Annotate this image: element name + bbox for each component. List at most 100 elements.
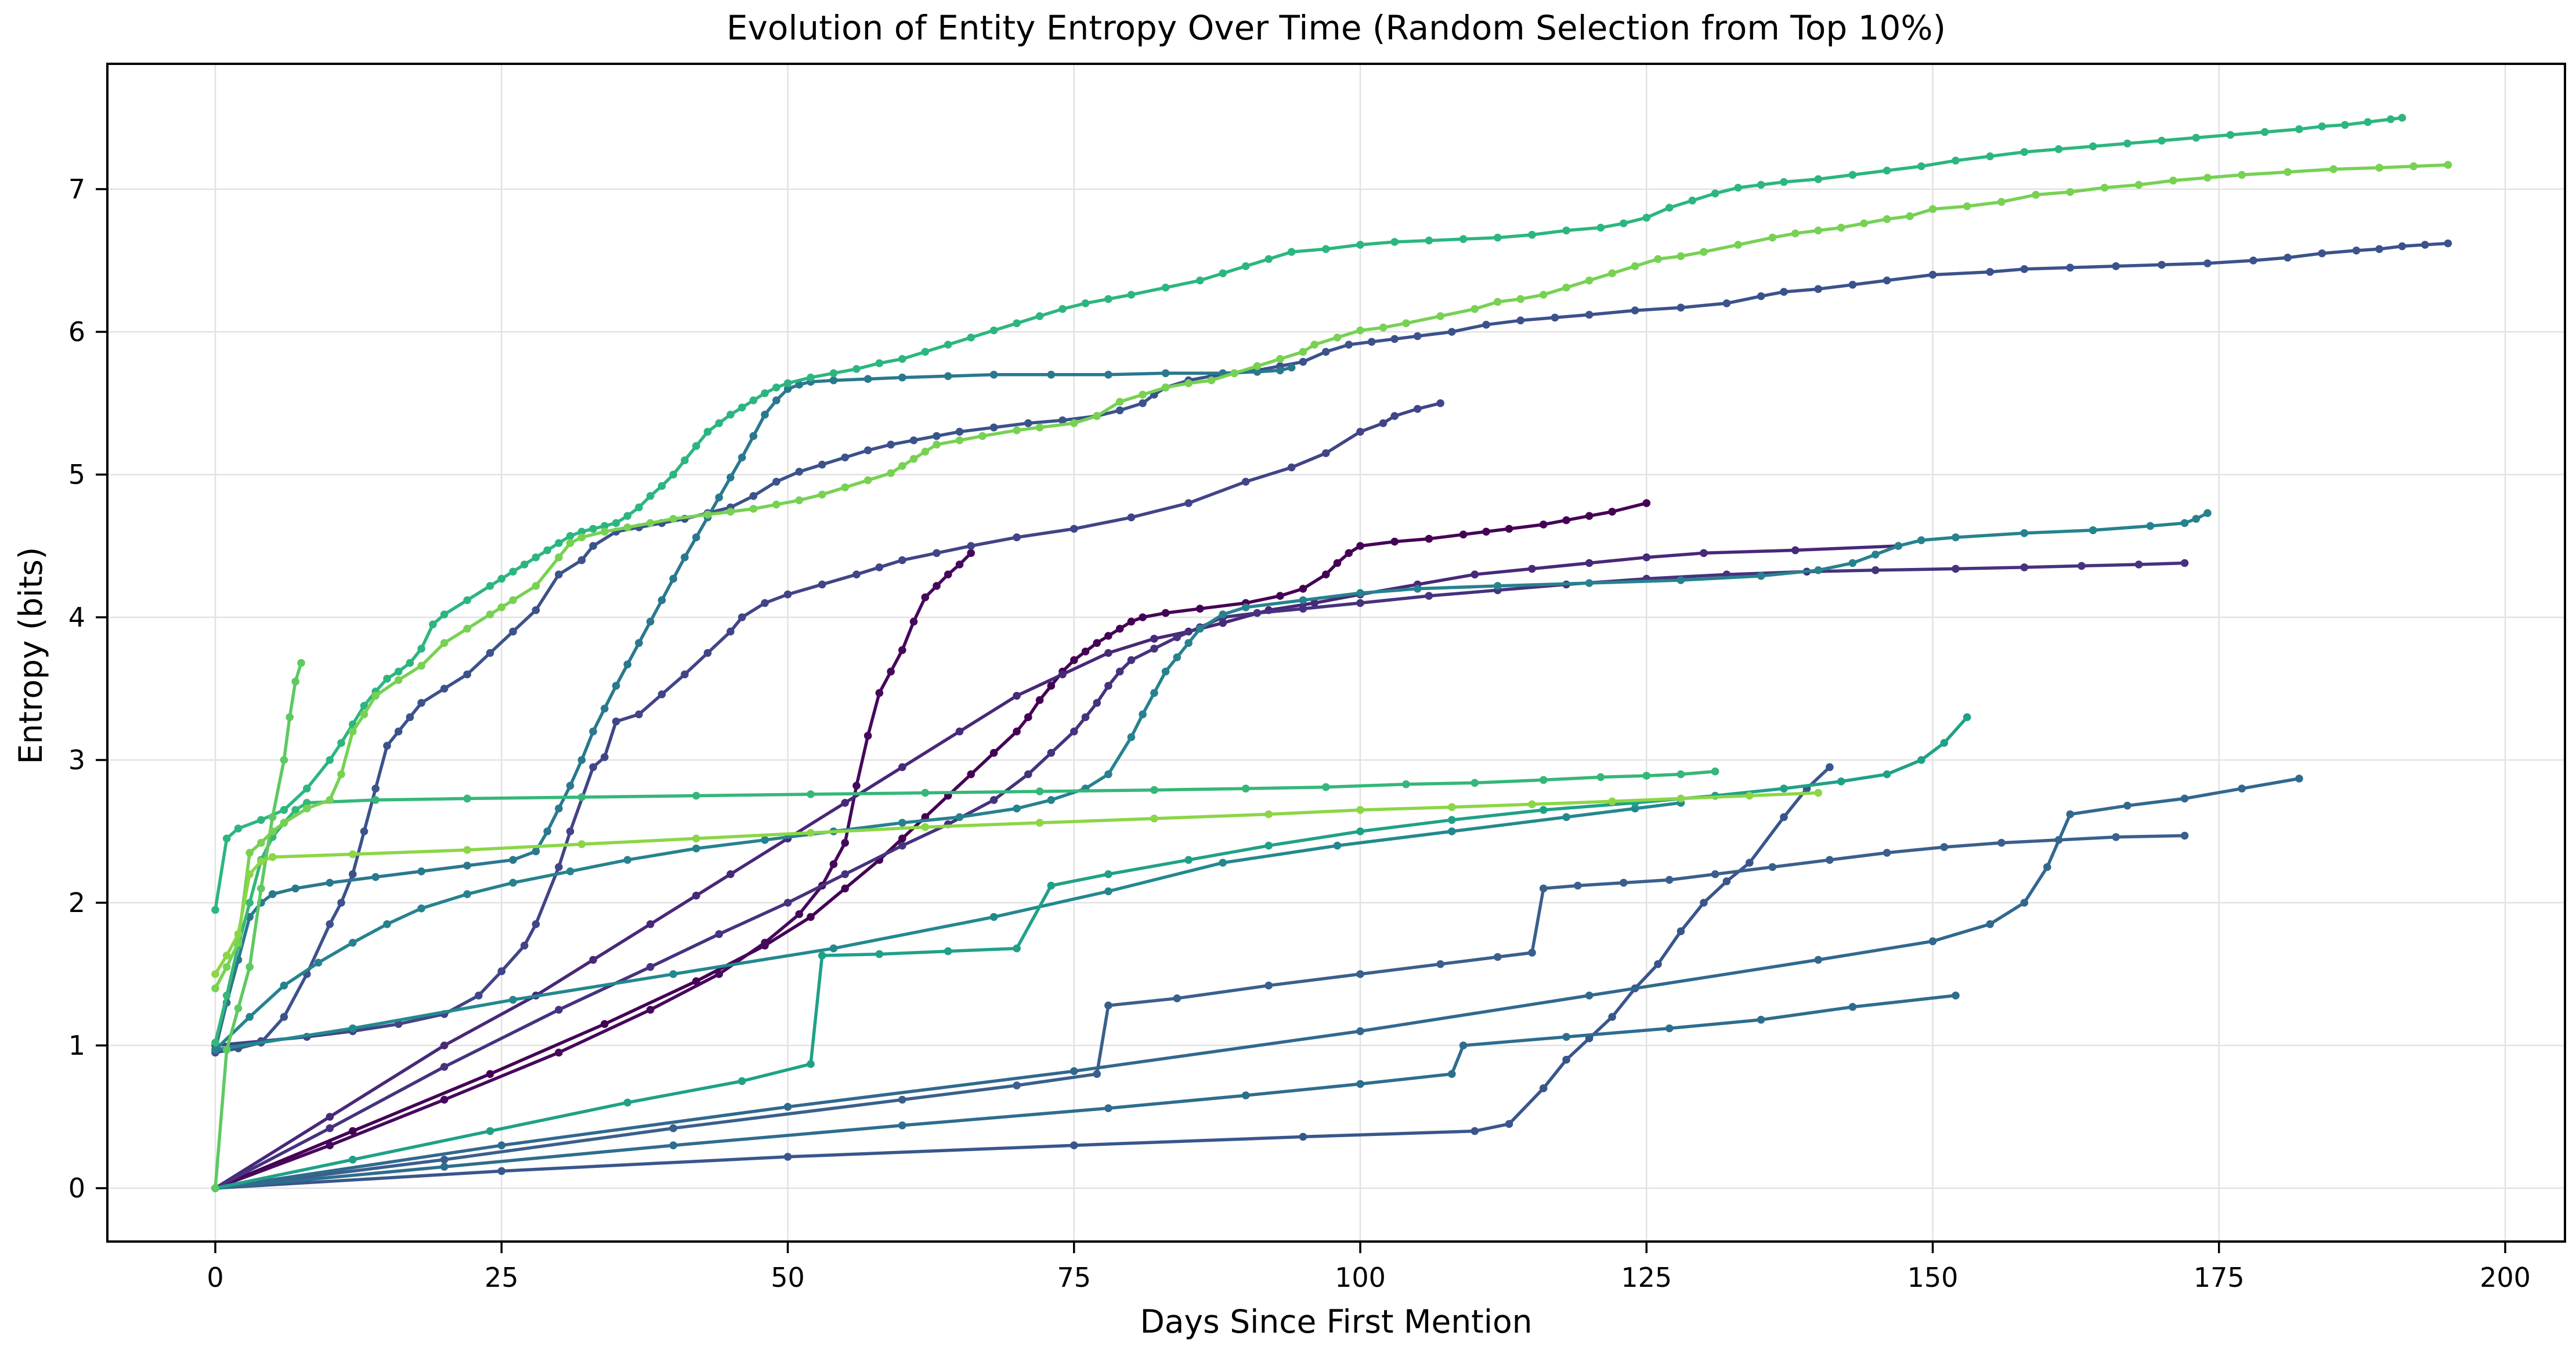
- data-point: [509, 996, 517, 1004]
- data-point: [1665, 204, 1674, 212]
- data-point: [2089, 526, 2097, 534]
- data-point: [715, 419, 723, 428]
- data-point: [2192, 515, 2201, 523]
- data-point: [589, 956, 597, 964]
- data-point: [967, 549, 975, 558]
- data-point: [1883, 167, 1891, 175]
- data-point: [1665, 1024, 1674, 1033]
- data-point: [520, 942, 529, 950]
- data-point: [1173, 994, 1182, 1003]
- data-point: [1356, 542, 1364, 550]
- data-point: [440, 1063, 449, 1071]
- data-point: [1356, 599, 1364, 607]
- data-point: [1287, 248, 1296, 256]
- data-point: [2180, 831, 2189, 840]
- data-point: [761, 939, 769, 947]
- y-tick-label: 2: [68, 887, 85, 918]
- data-point: [1264, 841, 1273, 850]
- data-point: [1459, 235, 1468, 243]
- data-point: [898, 841, 906, 850]
- x-tick-label: 200: [2480, 1262, 2531, 1293]
- data-point: [1356, 1080, 1364, 1088]
- data-point: [703, 649, 712, 657]
- data-point: [257, 816, 265, 824]
- data-point: [497, 967, 506, 975]
- data-point: [245, 899, 254, 907]
- data-point: [2180, 519, 2189, 527]
- data-point: [1722, 877, 1731, 885]
- data-point: [1631, 306, 1639, 314]
- data-point: [1539, 776, 1548, 784]
- data-point: [543, 546, 551, 555]
- data-point: [841, 870, 849, 878]
- data-point: [898, 556, 906, 564]
- data-point: [383, 675, 391, 683]
- data-point: [349, 728, 357, 736]
- data-point: [783, 379, 792, 388]
- data-point: [1952, 157, 1960, 165]
- data-point: [1299, 357, 1307, 366]
- data-point: [657, 690, 666, 699]
- data-point: [1677, 303, 1685, 312]
- data-point: [1448, 1070, 1456, 1078]
- data-point: [234, 930, 243, 938]
- data-point: [1070, 1067, 1078, 1076]
- data-point: [1883, 215, 1891, 223]
- data-point: [1241, 1091, 1250, 1099]
- data-point: [1390, 537, 1399, 546]
- data-point: [291, 806, 299, 814]
- data-point: [864, 476, 872, 484]
- data-point: [989, 748, 998, 757]
- data-point: [2260, 128, 2269, 136]
- data-point: [349, 870, 357, 878]
- data-point: [1952, 533, 1960, 541]
- data-point: [1379, 323, 1388, 332]
- data-point: [1539, 291, 1548, 299]
- data-point: [829, 944, 838, 953]
- data-point: [1356, 589, 1364, 597]
- data-point: [1047, 682, 1056, 690]
- data-point: [1585, 276, 1594, 285]
- x-tick-label: 75: [1057, 1262, 1091, 1293]
- data-point: [1310, 599, 1318, 607]
- data-point: [646, 1005, 655, 1014]
- data-point: [1013, 944, 1021, 953]
- data-point: [1104, 682, 1112, 690]
- data-point: [1219, 269, 1227, 277]
- data-point: [898, 819, 906, 827]
- data-point: [486, 1127, 494, 1135]
- data-point: [555, 570, 563, 578]
- data-point: [1322, 449, 1330, 457]
- data-point: [1459, 530, 1468, 539]
- data-point: [440, 1041, 449, 1050]
- data-point: [509, 627, 517, 636]
- data-point: [349, 1127, 357, 1135]
- data-point: [2066, 810, 2075, 819]
- data-point: [749, 505, 758, 513]
- data-point: [1287, 363, 1296, 372]
- data-point: [1642, 499, 1651, 507]
- data-point: [601, 527, 609, 536]
- data-point: [2134, 560, 2143, 569]
- data-point: [944, 372, 952, 381]
- data-point: [1448, 816, 1456, 824]
- data-point: [497, 574, 506, 583]
- y-tick-label: 1: [68, 1030, 85, 1061]
- data-point: [841, 838, 849, 847]
- data-point: [589, 728, 597, 736]
- data-point: [211, 970, 219, 978]
- data-point: [1081, 713, 1090, 721]
- data-point: [1264, 981, 1273, 990]
- data-point: [245, 849, 254, 857]
- data-point: [1139, 613, 1147, 621]
- data-point: [1688, 196, 1696, 205]
- data-point: [1746, 859, 1754, 867]
- data-point: [1058, 305, 1067, 313]
- data-point: [417, 699, 425, 707]
- data-point: [1574, 881, 1582, 890]
- data-point: [944, 570, 952, 578]
- data-point: [657, 482, 666, 490]
- data-point: [1070, 524, 1078, 533]
- data-point: [864, 375, 872, 383]
